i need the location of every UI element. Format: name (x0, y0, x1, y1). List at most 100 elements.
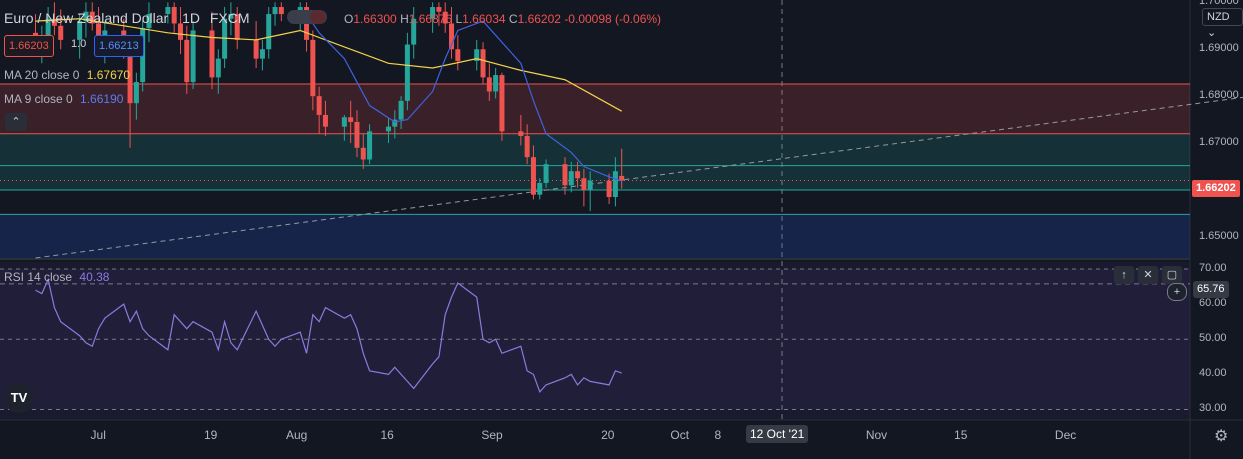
time-crosshair-label: 12 Oct '21 (746, 425, 809, 443)
candle-body-51 (480, 49, 486, 78)
rsi-crosshair-label: 65.76 (1193, 281, 1229, 298)
close-label: C (508, 12, 518, 26)
currency-selector[interactable]: NZD ⌄ (1202, 8, 1243, 39)
symbol-legend[interactable]: Euro / New Zealand Dollar 1D FXCM (4, 10, 250, 26)
candle-body-7 (89, 11, 95, 24)
zone-1 (0, 133, 1190, 166)
price-zones (0, 83, 1190, 258)
time-tick: Sep (481, 428, 503, 442)
high-label: H (400, 12, 409, 26)
candle-body-35 (341, 117, 347, 127)
candle-body-19 (190, 30, 196, 83)
candle-body-25 (253, 39, 259, 59)
rsi-tick: 60.00 (1199, 297, 1227, 310)
interval-label: 1D (182, 10, 200, 26)
candle-body-58 (537, 182, 543, 195)
candle-body-27 (266, 14, 272, 50)
moving-averages (35, 13, 622, 182)
candle-body-57 (530, 157, 536, 195)
symbol-status-dot (310, 10, 326, 24)
ma9-legend[interactable]: MA 9 close 0 1.66190 (4, 92, 123, 106)
rsi-background (0, 262, 1190, 420)
open-label: O (344, 12, 354, 26)
candle-body-40 (385, 126, 391, 132)
candle-body-32 (310, 39, 316, 97)
candle-body-59 (543, 164, 549, 183)
time-tick: 8 (714, 428, 722, 442)
collapse-legend-button[interactable]: ⌃ (5, 113, 27, 131)
candle-body-48 (449, 23, 455, 50)
trendline-dashed (35, 96, 1243, 259)
candle-body-15 (165, 7, 171, 15)
candle-body-17 (177, 23, 183, 40)
buy-button[interactable]: 1.66213 (94, 35, 144, 57)
candle-body-6 (83, 11, 89, 22)
rsi-tick: 70.00 (1199, 262, 1227, 275)
candle-body-63 (581, 178, 587, 190)
candle-body-49 (455, 49, 461, 61)
price-tick: 1.70000 (1199, 0, 1239, 8)
sell-button[interactable]: 1.66203 (4, 35, 54, 57)
time-tick: 16 (380, 428, 394, 442)
candle-body-12 (133, 82, 139, 104)
rsi-tick: 50.00 (1199, 332, 1227, 345)
zone-0 (0, 83, 1190, 134)
candle-body-53 (493, 75, 499, 92)
candle-body-45 (430, 7, 436, 19)
candle-body-61 (568, 171, 574, 186)
candle-body-55 (518, 131, 524, 137)
candle-body-60 (562, 164, 568, 186)
candle-body-36 (348, 117, 354, 122)
candle-body-44 (411, 18, 417, 45)
candle-body-38 (360, 147, 366, 160)
ma20-line (35, 18, 622, 112)
candle-body-14 (146, 14, 152, 29)
add-plus-button[interactable]: + (1167, 283, 1187, 301)
rsi-legend[interactable]: RSI 14 close 40.38 (4, 270, 109, 284)
candle-body-29 (278, 7, 284, 15)
candle-body-62 (575, 171, 581, 179)
low-label: L (455, 12, 463, 26)
candle-body-8 (96, 23, 102, 45)
rsi-tick: 30.00 (1199, 402, 1227, 415)
open-value: 1.66300 (353, 12, 397, 26)
maximize-pane-button[interactable]: ▢ (1162, 266, 1182, 284)
candle-body-64 (587, 180, 593, 190)
candle-body-67 (619, 175, 625, 181)
candle-body-26 (259, 49, 265, 59)
candle-body-52 (486, 77, 492, 92)
candle-body-18 (184, 39, 190, 83)
change-value: -0.00098 (-0.06%) (564, 12, 662, 26)
ma20-legend[interactable]: MA 20 close 0 1.67670 (4, 68, 130, 82)
candle-body-50 (474, 49, 480, 61)
candle-body-34 (322, 114, 328, 127)
time-tick: Oct (670, 428, 690, 442)
ma9-line (306, 13, 622, 182)
tradingview-logo[interactable]: TV (4, 383, 34, 413)
settings-gear-icon[interactable]: ⚙ (1214, 428, 1229, 445)
candle-body-4 (58, 25, 64, 40)
time-tick: Dec (1054, 428, 1077, 442)
candle-body-46 (436, 7, 442, 12)
candle-body-39 (367, 131, 373, 160)
rsi-pane (0, 268, 1190, 410)
candle-body-3 (51, 18, 57, 26)
candle-body-56 (524, 136, 530, 158)
ohlc-legend: O1.66300 H1.66876 L1.66034 C1.66202 -0.0… (344, 12, 661, 26)
price-tick: 1.68000 (1199, 89, 1239, 102)
ma9-label: MA 9 close 0 (4, 92, 73, 106)
candle-body-21 (215, 58, 221, 78)
spread-label: 1.0 (71, 38, 87, 50)
close-pane-button[interactable]: ✕ (1138, 266, 1158, 284)
candle-body-42 (398, 100, 404, 120)
high-value: 1.66876 (408, 12, 453, 26)
candle-body-41 (392, 119, 398, 127)
candle-body-54 (499, 75, 505, 132)
move-pane-up-button[interactable]: ↑ (1114, 266, 1134, 284)
ma20-value: 1.67670 (86, 68, 131, 82)
price-tick: 1.65000 (1199, 229, 1239, 242)
rsi-line (35, 277, 622, 394)
low-value: 1.66034 (462, 12, 506, 26)
candle-body-33 (316, 96, 322, 115)
